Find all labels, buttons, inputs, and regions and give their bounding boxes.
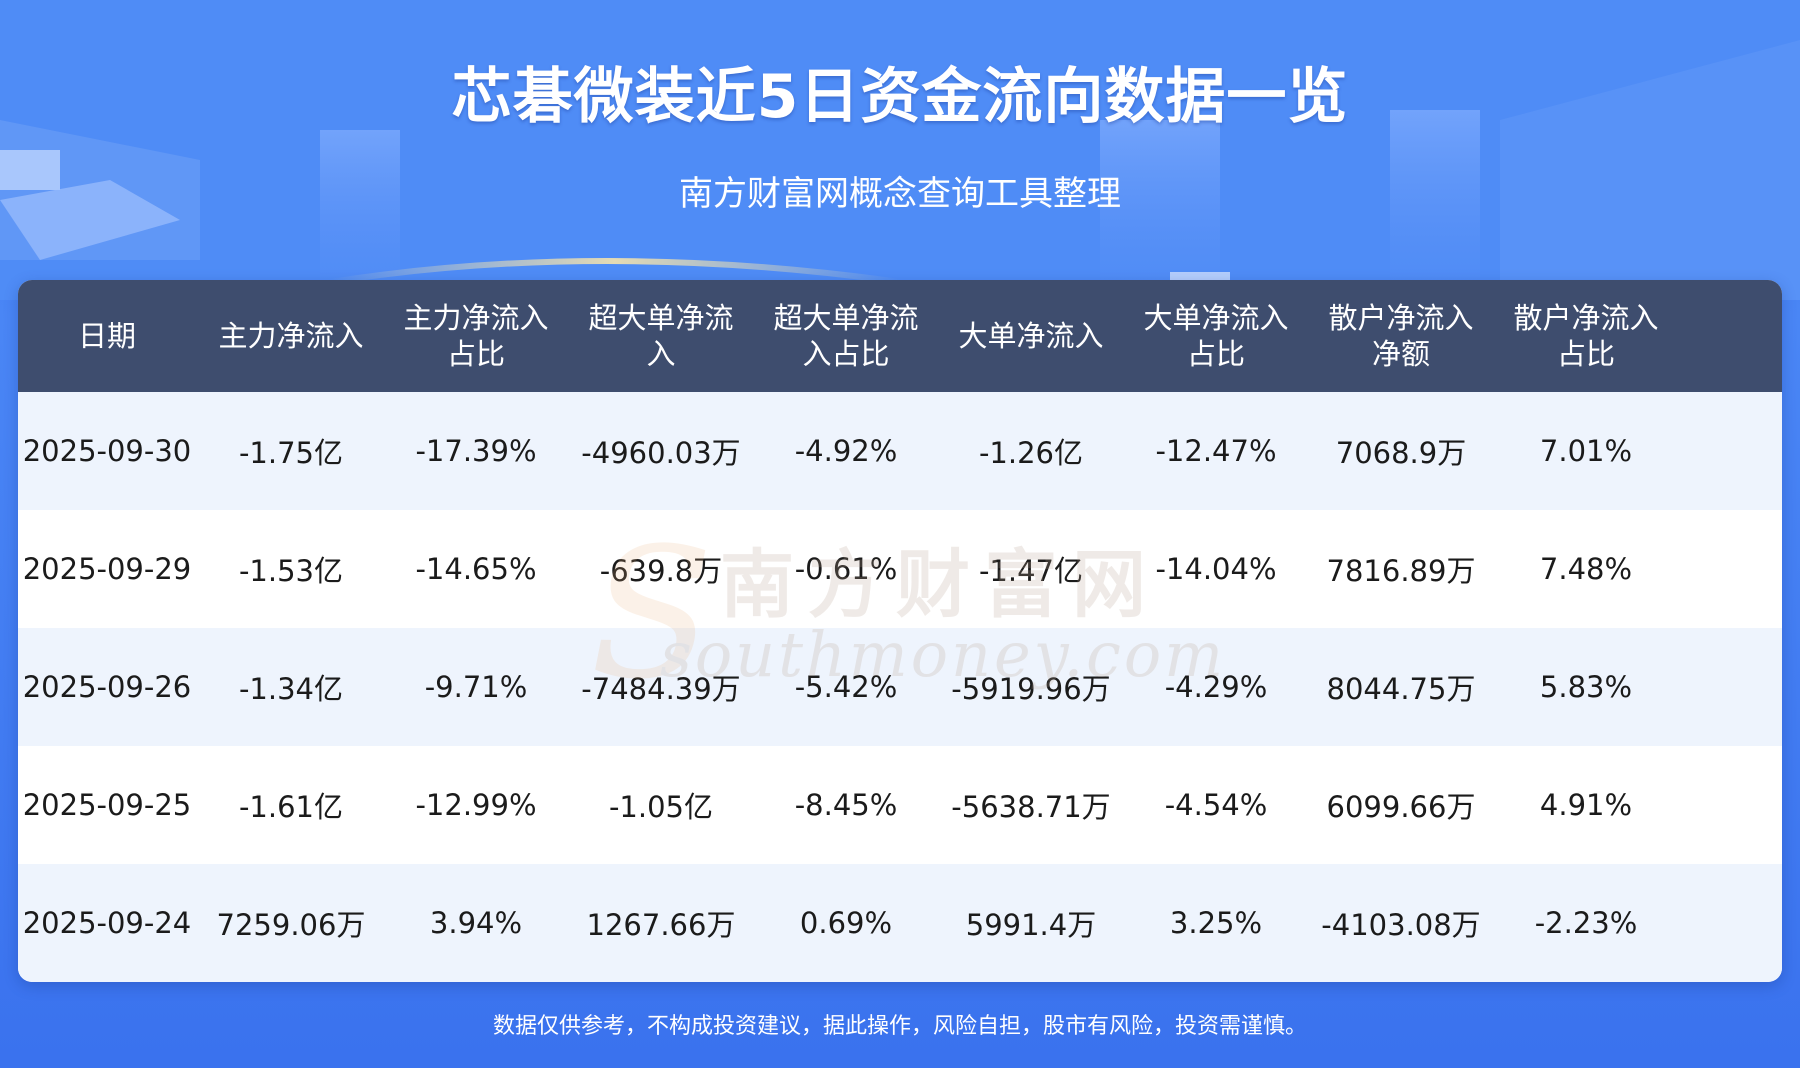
fund-flow-table: 日期 主力净流入 主力净流入 占比 超大单净流 入 超大单净流 入占比 大单净流… [18, 280, 1782, 982]
disclaimer: 数据仅供参考，不构成投资建议，据此操作，风险自担，股市有风险，投资需谨慎。 [492, 1014, 1307, 1039]
column-header-retail-net-amount: 散户净流入 净额 [1328, 301, 1474, 371]
column-header-super-large-ratio: 超大单净流 入占比 [773, 301, 919, 371]
table-row: 2025-09-30 -1.75亿 -17.39% -4960.03万 -4.9… [18, 392, 1782, 510]
cell-value: -8.45% [794, 788, 898, 822]
table-row: 2025-09-29 -1.53亿 -14.65% -639.8万 -0.61%… [18, 510, 1782, 628]
cell-value: 7816.89万 [1326, 554, 1476, 588]
cell-value: -12.47% [1155, 434, 1277, 468]
cell-value: 6099.66万 [1326, 790, 1476, 824]
cell-value: -1.61亿 [238, 790, 344, 824]
column-header-main-net-inflow-ratio: 主力净流入 占比 [403, 301, 549, 371]
cell-value: -5919.96万 [951, 672, 1111, 706]
cell-value: 5.83% [1539, 670, 1633, 704]
cell-value: -0.61% [794, 552, 898, 586]
cell-value: 8044.75万 [1326, 672, 1476, 706]
cell-date: 2025-09-26 [22, 670, 192, 704]
cell-value: -4.29% [1164, 670, 1268, 704]
header-decoration [0, 0, 1800, 300]
cell-value: 1267.66万 [586, 908, 736, 942]
cell-value: -4.54% [1164, 788, 1268, 822]
cell-value: -1.05亿 [608, 790, 714, 824]
cell-value: -5.42% [794, 670, 898, 704]
cell-value: 7259.06万 [216, 908, 366, 942]
cell-value: 7068.9万 [1335, 436, 1467, 470]
cell-value: -1.34亿 [238, 672, 344, 706]
table-row: 2025-09-25 -1.61亿 -12.99% -1.05亿 -8.45% … [18, 746, 1782, 864]
page-title: 芯碁微装近5日资金流向数据一览 [451, 62, 1349, 132]
cell-value: -639.8万 [599, 554, 723, 588]
cell-value: -14.04% [1155, 552, 1277, 586]
cell-date: 2025-09-24 [22, 906, 192, 940]
cell-value: -4.92% [794, 434, 898, 468]
cell-date: 2025-09-30 [22, 434, 192, 468]
cell-value: -14.65% [415, 552, 537, 586]
cell-value: 3.25% [1169, 906, 1263, 940]
cell-value: 7.01% [1539, 434, 1633, 468]
cell-value: 5991.4万 [965, 908, 1097, 942]
cell-value: -1.47亿 [978, 554, 1084, 588]
table-body: 2025-09-30 -1.75亿 -17.39% -4960.03万 -4.9… [18, 392, 1782, 982]
column-header-large-ratio: 大单净流入 占比 [1143, 301, 1289, 371]
cell-value: -17.39% [415, 434, 537, 468]
cell-value: -5638.71万 [951, 790, 1111, 824]
table-row: 2025-09-26 -1.34亿 -9.71% -7484.39万 -5.42… [18, 628, 1782, 746]
cell-value: -4103.08万 [1321, 908, 1481, 942]
column-header-main-net-inflow: 主力净流入 [218, 319, 364, 353]
cell-value: 3.94% [429, 906, 523, 940]
cell-value: -1.26亿 [978, 436, 1084, 470]
cell-value: -1.53亿 [238, 554, 344, 588]
table-header-row: 日期 主力净流入 主力净流入 占比 超大单净流 入 超大单净流 入占比 大单净流… [18, 280, 1782, 392]
cell-value: -12.99% [415, 788, 537, 822]
table-row: 2025-09-24 7259.06万 3.94% 1267.66万 0.69%… [18, 864, 1782, 982]
cell-value: -9.71% [424, 670, 528, 704]
cell-value: 0.69% [799, 906, 893, 940]
cell-value: -4960.03万 [581, 436, 741, 470]
cell-value: -7484.39万 [581, 672, 741, 706]
column-header-date: 日期 [77, 319, 136, 353]
cell-date: 2025-09-29 [22, 552, 192, 586]
column-header-super-large-net-inflow: 超大单净流 入 [588, 301, 734, 371]
cell-value: -2.23% [1534, 906, 1638, 940]
cell-date: 2025-09-25 [22, 788, 192, 822]
cell-value: 4.91% [1539, 788, 1633, 822]
cell-value: 7.48% [1539, 552, 1633, 586]
column-header-large-net-inflow: 大单净流入 [958, 319, 1104, 353]
page-subtitle: 南方财富网概念查询工具整理 [679, 174, 1121, 214]
column-header-retail-ratio: 散户净流入 占比 [1513, 301, 1659, 371]
cell-value: -1.75亿 [238, 436, 344, 470]
